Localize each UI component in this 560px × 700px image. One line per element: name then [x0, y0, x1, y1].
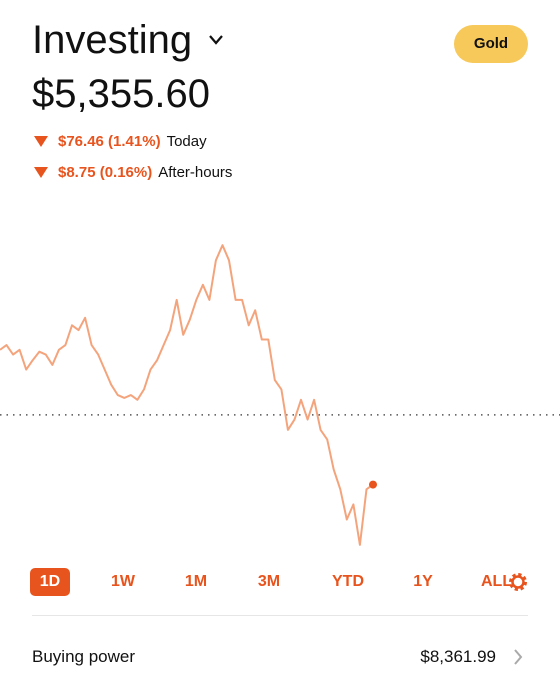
change-label: Today [166, 133, 207, 150]
change-label: After-hours [158, 164, 233, 181]
gold-badge[interactable]: Gold [454, 25, 528, 63]
range-button[interactable]: 1D [30, 568, 70, 596]
change-amount: $8.75 (0.16%) [58, 164, 153, 181]
settings-icon[interactable] [507, 571, 529, 593]
chart [0, 244, 560, 546]
range-selector: 1D 1W 1M 3M YTD 1Y ALL [0, 568, 560, 596]
range-button[interactable]: 1M [184, 573, 208, 590]
change-row: $76.46 (1.41%) Today [34, 133, 207, 150]
portfolio-value: $5,355.60 [32, 72, 210, 116]
range-button[interactable]: ALL [481, 573, 511, 590]
range-button[interactable]: 1Y [413, 573, 433, 590]
range-button[interactable]: YTD [332, 573, 364, 590]
change-amount: $76.46 (1.41%) [58, 133, 161, 150]
change-row: $8.75 (0.16%) After-hours [34, 164, 232, 181]
current-dot [369, 480, 377, 489]
title[interactable]: Investing [32, 18, 193, 62]
divider [32, 615, 528, 616]
price-line [0, 244, 374, 546]
range-button[interactable]: 3M [257, 573, 281, 590]
dropdown-caret[interactable] [207, 33, 225, 47]
buying-power-value[interactable]: $8,361.99 [420, 647, 496, 666]
buying-power-label[interactable]: Buying power [32, 647, 136, 666]
chevron[interactable] [512, 648, 524, 666]
range-button[interactable]: 1W [111, 573, 135, 590]
